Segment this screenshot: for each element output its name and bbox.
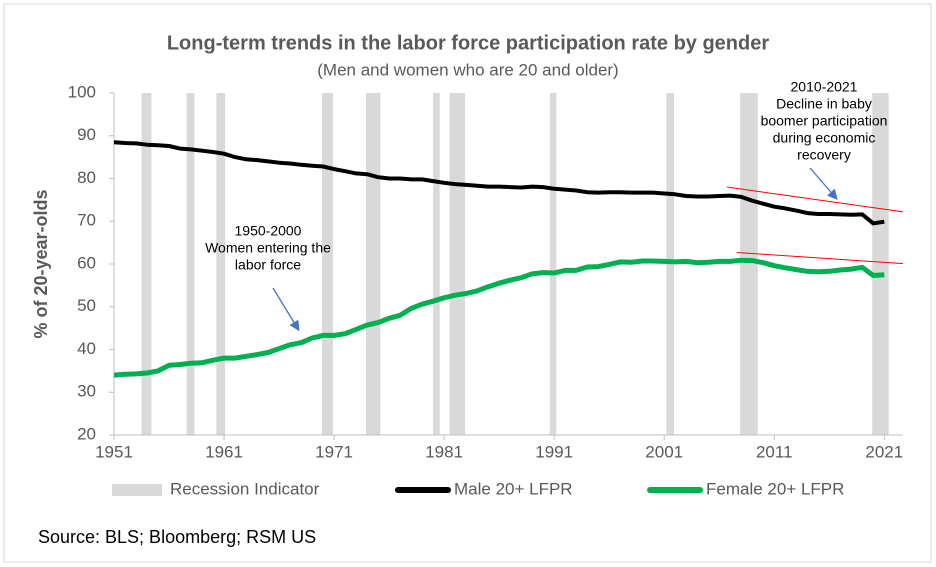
y-tick-label: 20 bbox=[77, 424, 96, 443]
recession-band bbox=[549, 93, 557, 435]
recession-band bbox=[141, 93, 152, 435]
recession-band bbox=[216, 93, 226, 435]
source: Source: BLS; Bloomberg; RSM US bbox=[38, 527, 316, 547]
x-tick-label: 2011 bbox=[756, 442, 793, 461]
annotation-arrow bbox=[809, 167, 838, 200]
recession-band bbox=[433, 93, 440, 435]
y-tick-label: 80 bbox=[77, 168, 96, 187]
chart-border bbox=[3, 3, 932, 563]
y-tick-label: 60 bbox=[77, 253, 96, 272]
x-tick-label: 2021 bbox=[865, 442, 903, 461]
series-line bbox=[113, 140, 885, 226]
x-tick-label: 1961 bbox=[205, 442, 243, 461]
legend-label: Male 20+ LFPR bbox=[454, 479, 573, 498]
annotation: during economic bbox=[773, 130, 876, 146]
annotation: Women entering the bbox=[205, 240, 331, 256]
annotation: Decline in baby bbox=[776, 96, 872, 112]
annotation: labor force bbox=[235, 257, 301, 273]
recession-band bbox=[186, 93, 195, 435]
recession-band bbox=[740, 93, 758, 435]
y-tick-label: 90 bbox=[77, 125, 96, 144]
chart-subtitle: (Men and women who are 20 and older) bbox=[317, 60, 618, 79]
y-tick-label: 50 bbox=[77, 296, 96, 315]
legend-label: Recession Indicator bbox=[170, 479, 320, 498]
annotation: recovery bbox=[797, 147, 851, 163]
annotation: 1950-2000 bbox=[235, 223, 302, 239]
x-tick-label: 2001 bbox=[645, 442, 683, 461]
x-tick-label: 1981 bbox=[425, 442, 463, 461]
y-axis-label: % of 20-year-olds bbox=[31, 189, 51, 338]
y-tick-label: 40 bbox=[77, 339, 96, 358]
legend-label: Female 20+ LFPR bbox=[706, 479, 844, 498]
y-tick-label: 70 bbox=[77, 211, 96, 230]
legend-swatch bbox=[112, 484, 162, 496]
trend-line bbox=[736, 251, 904, 265]
chart-title: Long-term trends in the labor force part… bbox=[167, 32, 770, 54]
y-tick-label: 100 bbox=[68, 82, 96, 101]
recession-band bbox=[365, 93, 381, 435]
annotation: 2010-2021 bbox=[791, 79, 858, 95]
x-tick-label: 1951 bbox=[95, 442, 133, 461]
recession-band bbox=[321, 93, 333, 435]
y-tick-label: 30 bbox=[77, 382, 96, 401]
x-tick-label: 1971 bbox=[315, 442, 353, 461]
recession-band bbox=[872, 93, 889, 435]
series-line bbox=[113, 257, 885, 378]
annotation-arrow bbox=[272, 287, 300, 332]
trend-line bbox=[726, 186, 904, 213]
recession-band bbox=[449, 93, 466, 435]
annotation: boomer participation bbox=[761, 113, 888, 129]
x-tick-label: 1991 bbox=[535, 442, 573, 461]
